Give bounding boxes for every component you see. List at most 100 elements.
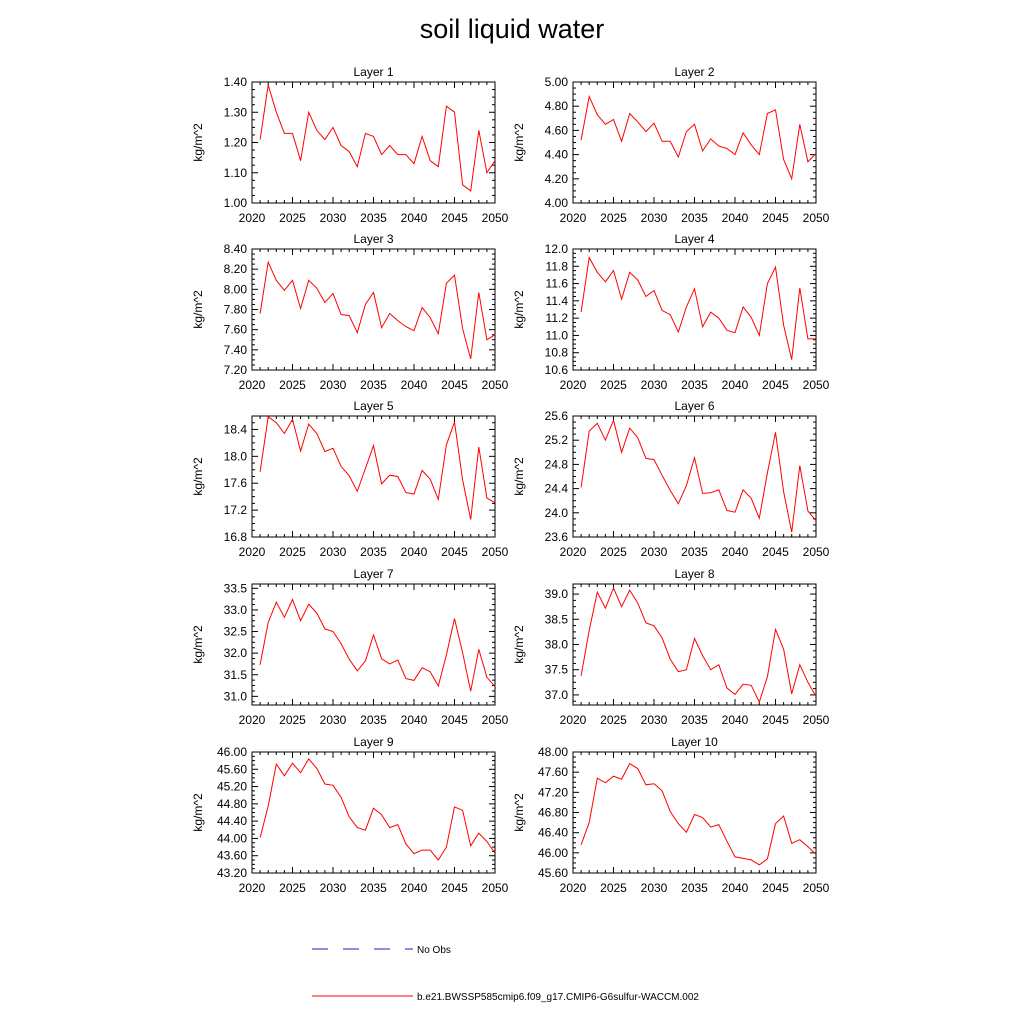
- y-axis-label: kg/m^2: [512, 625, 526, 664]
- y-tick-label: 46.80: [538, 806, 568, 820]
- panel-title: Layer 3: [353, 232, 393, 246]
- panel-layer-7: Layer 7 kg/m^2 2020 2025 2030 2035 2040 2045 205…: [191, 567, 509, 727]
- y-tick-label: 1.20: [224, 136, 248, 150]
- x-tick-label: 2035: [360, 881, 387, 895]
- y-tick-label: 11.4: [546, 294, 569, 308]
- y-tick-label: 24.0: [545, 506, 569, 520]
- x-tick-label: 2030: [320, 713, 347, 727]
- x-tick-label: 2030: [641, 378, 668, 392]
- x-tick-label: 2045: [762, 378, 789, 392]
- y-tick-label: 7.20: [224, 363, 248, 377]
- x-tick-label: 2025: [600, 881, 627, 895]
- x-tick-label: 2045: [441, 378, 468, 392]
- panel-title: Layer 7: [353, 567, 393, 581]
- y-tick-label: 43.60: [217, 849, 247, 863]
- y-tick-label: 32.5: [224, 625, 248, 639]
- x-tick-label: 2050: [482, 211, 509, 225]
- panel-layer-6: Layer 6 kg/m^2 2020 2025 2030 2035 2040 2045 205…: [512, 399, 830, 559]
- x-tick-label: 2025: [279, 211, 306, 225]
- panel-title: Layer 2: [674, 65, 714, 79]
- panel-layer-4: Layer 4 kg/m^2 2020 2025 2030 2035 2040 2045 205…: [512, 232, 830, 392]
- x-tick-label: 2035: [681, 545, 708, 559]
- y-tick-label: 32.0: [224, 646, 248, 660]
- series-line: [580, 762, 817, 866]
- x-tick-label: 2020: [560, 211, 587, 225]
- series-line: [259, 415, 496, 520]
- x-tick-label: 2045: [762, 545, 789, 559]
- x-tick-label: 2045: [441, 545, 468, 559]
- y-tick-label: 10.6: [545, 363, 569, 377]
- y-tick-label: 44.00: [217, 831, 247, 845]
- x-tick-label: 2040: [722, 713, 749, 727]
- legend-item-run: b.e21.BWSSP585cmip6.f09_g17.CMIP6-G6sulf…: [312, 992, 699, 1003]
- y-tick-label: 4.60: [545, 123, 569, 137]
- y-tick-label: 44.80: [217, 797, 247, 811]
- figure-title: soil liquid water: [419, 14, 605, 44]
- x-tick-label: 2020: [239, 713, 266, 727]
- y-tick-label: 47.20: [538, 785, 568, 799]
- x-tick-label: 2030: [320, 881, 347, 895]
- x-tick-label: 2025: [600, 713, 627, 727]
- y-tick-label: 1.10: [224, 166, 248, 180]
- series-line: [580, 94, 817, 181]
- y-tick-label: 25.2: [545, 433, 569, 447]
- panel-layer-3: Layer 3 kg/m^2 2020 2025 2030 2035 2040 2045 205…: [191, 232, 509, 392]
- y-tick-label: 17.2: [224, 503, 248, 517]
- x-tick-label: 2050: [803, 378, 830, 392]
- y-tick-label: 10.8: [545, 346, 569, 360]
- y-tick-label: 7.60: [224, 323, 248, 337]
- y-tick-label: 7.80: [224, 303, 248, 317]
- panel-title: Layer 5: [353, 399, 393, 413]
- y-tick-label: 4.00: [545, 196, 569, 210]
- x-tick-label: 2035: [681, 211, 708, 225]
- x-tick-label: 2020: [239, 545, 266, 559]
- legend-label: No Obs: [417, 945, 451, 956]
- y-axis-label: kg/m^2: [191, 290, 205, 329]
- x-tick-label: 2035: [360, 545, 387, 559]
- x-tick-label: 2025: [279, 378, 306, 392]
- y-tick-label: 4.40: [545, 148, 569, 162]
- x-tick-label: 2030: [641, 713, 668, 727]
- panel-title: Layer 8: [674, 567, 714, 581]
- y-axis-label: kg/m^2: [191, 123, 205, 162]
- x-tick-label: 2025: [279, 713, 306, 727]
- x-tick-label: 2035: [360, 713, 387, 727]
- x-tick-label: 2050: [482, 881, 509, 895]
- x-tick-label: 2050: [482, 545, 509, 559]
- panel-title: Layer 10: [671, 735, 718, 749]
- x-tick-label: 2030: [320, 545, 347, 559]
- y-tick-label: 18.0: [224, 449, 248, 463]
- y-tick-label: 18.4: [224, 422, 248, 436]
- x-tick-label: 2040: [722, 378, 749, 392]
- x-tick-label: 2050: [803, 211, 830, 225]
- panel-layer-10: Layer 10 kg/m^2 2020 2025 2030 2035 2040 2045 20…: [512, 735, 830, 895]
- series-line: [259, 260, 496, 360]
- y-axis-label: kg/m^2: [512, 793, 526, 832]
- x-tick-label: 2045: [762, 881, 789, 895]
- x-tick-label: 2040: [401, 211, 428, 225]
- x-tick-label: 2020: [560, 713, 587, 727]
- series-line: [580, 586, 817, 704]
- y-tick-label: 8.40: [224, 242, 248, 256]
- panel-title: Layer 1: [353, 65, 393, 79]
- y-axis-label: kg/m^2: [512, 457, 526, 496]
- legend-item-no-obs: No Obs: [312, 945, 451, 956]
- x-tick-label: 2050: [803, 545, 830, 559]
- panel-layer-1: Layer 1 kg/m^2 2020 2025 2030 2035 2040 2045 205…: [191, 65, 509, 225]
- x-tick-label: 2040: [401, 881, 428, 895]
- x-tick-label: 2040: [401, 545, 428, 559]
- y-tick-label: 11.8: [546, 259, 569, 273]
- x-tick-label: 2045: [762, 211, 789, 225]
- panel-layer-9: Layer 9 kg/m^2 2020 2025 2030 2035 2040 2045 205…: [191, 735, 509, 895]
- y-tick-label: 46.00: [538, 846, 568, 860]
- x-tick-label: 2025: [600, 211, 627, 225]
- y-tick-label: 33.0: [224, 603, 248, 617]
- y-tick-label: 38.5: [545, 612, 569, 626]
- panel-title: Layer 4: [674, 232, 714, 246]
- x-tick-label: 2020: [560, 881, 587, 895]
- y-tick-label: 23.6: [545, 530, 569, 544]
- y-tick-label: 11.0: [546, 328, 569, 342]
- y-tick-label: 44.40: [217, 814, 247, 828]
- x-tick-label: 2040: [401, 378, 428, 392]
